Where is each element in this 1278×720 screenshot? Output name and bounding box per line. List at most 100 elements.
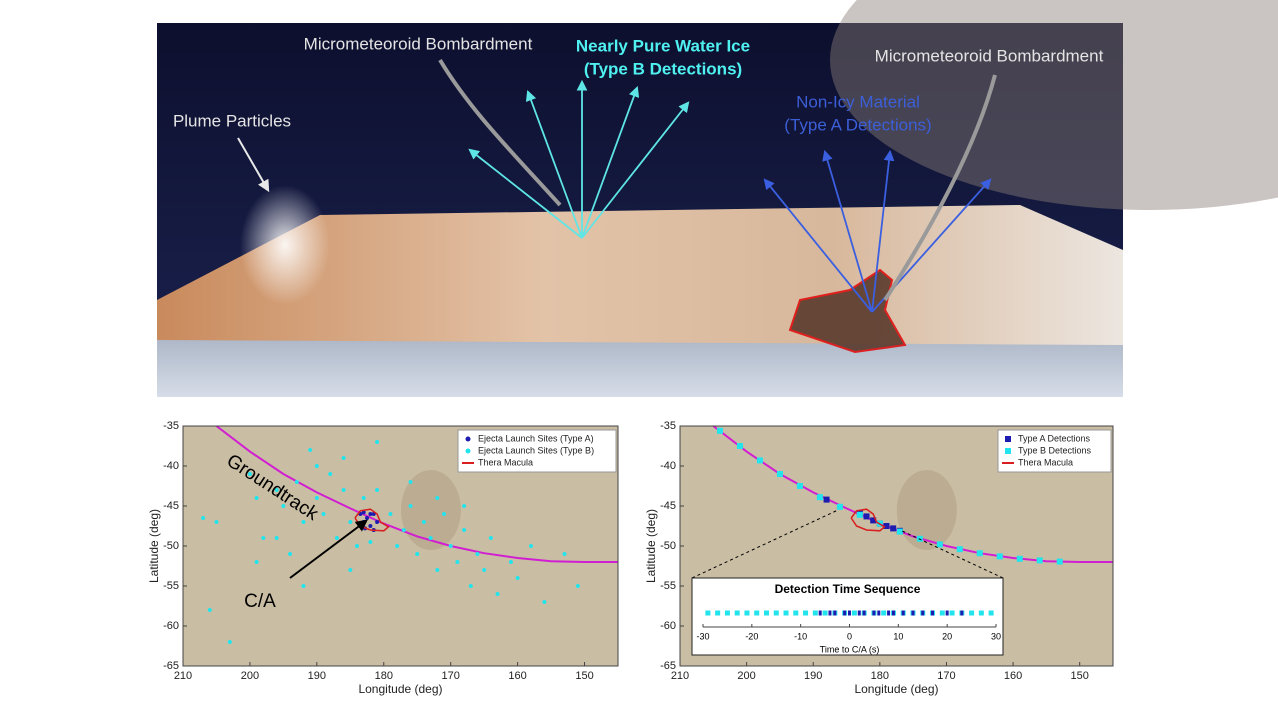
detection: [945, 610, 949, 616]
point: [274, 488, 279, 492]
point: [488, 536, 493, 540]
inset-x-label: Time to C/A (s): [820, 644, 880, 654]
legend-box: [457, 429, 617, 473]
connector: [691, 509, 839, 579]
detection: [848, 610, 851, 616]
detection: [818, 610, 822, 616]
point: [254, 560, 259, 564]
point: [936, 541, 943, 548]
legend-swatch: [1005, 448, 1011, 454]
point: [408, 504, 413, 508]
illustration-label: Non-Icy Material: [796, 92, 920, 111]
point: [756, 457, 763, 464]
plot-area: [712, 426, 1113, 565]
inset-title: Detection Time Sequence: [775, 582, 921, 596]
point: [890, 525, 897, 532]
x-tick-label: 200: [737, 670, 755, 682]
point: [421, 520, 426, 524]
x-tick-label: 180: [871, 670, 889, 682]
point: [308, 448, 313, 452]
map-feature: [400, 470, 461, 550]
point: [863, 513, 870, 520]
point: [415, 552, 420, 556]
detection: [715, 610, 721, 616]
detection: [960, 610, 964, 616]
legend-label: Thera Macula: [1018, 457, 1073, 467]
y-tick-label: -35: [163, 420, 179, 432]
point: [435, 496, 440, 500]
x-tick-label: 210: [174, 670, 192, 682]
legend-label: Ejecta Launch Sites (Type A): [478, 433, 594, 443]
point: [529, 544, 533, 548]
point: [365, 516, 370, 520]
legend-label: Ejecta Launch Sites (Type B): [478, 445, 594, 455]
y-tick-label: -60: [163, 620, 179, 632]
jupiter: [830, 0, 1278, 210]
point: [428, 536, 433, 540]
detection: [931, 610, 935, 616]
x-tick-label: 150: [575, 670, 593, 682]
legend-swatch: [465, 436, 471, 442]
detection: [744, 610, 750, 616]
x-tick-label: 200: [241, 670, 259, 682]
detection: [901, 610, 905, 616]
y-tick-label: -40: [163, 460, 179, 472]
ice-slab: [157, 340, 1123, 397]
illustration: Micrometeoroid Bombardment Nearly Pure W…: [157, 0, 1278, 397]
point: [823, 496, 830, 503]
detection: [877, 610, 881, 616]
detection: [872, 610, 876, 616]
x-tick-label: 150: [1071, 670, 1089, 682]
detection: [862, 610, 866, 616]
detection: [891, 610, 895, 616]
point: [321, 512, 326, 516]
point: [462, 528, 467, 532]
point: [395, 544, 400, 548]
detection: [754, 610, 760, 616]
point: [736, 443, 743, 449]
type-b-arrows: [468, 79, 690, 239]
point: [348, 520, 353, 524]
y-tick-label: -45: [163, 500, 179, 512]
point: [542, 600, 547, 604]
point: [716, 427, 723, 434]
illustration-label: Plume Particles: [173, 111, 291, 130]
y-tick-label: -60: [660, 620, 676, 632]
connector: [899, 529, 1004, 579]
x-tick-label: 170: [442, 670, 460, 682]
point: [482, 568, 487, 572]
point: [1036, 557, 1043, 564]
legend-label: Thera Macula: [478, 457, 533, 467]
annotation: C/A: [244, 591, 276, 612]
point: [575, 584, 580, 588]
detection: [911, 610, 915, 616]
y-tick-label: -35: [660, 420, 676, 432]
point: [896, 528, 903, 535]
detection: [773, 610, 779, 616]
map-feature: [896, 470, 957, 550]
point: [314, 464, 319, 468]
point: [956, 546, 963, 553]
detection: [939, 610, 945, 616]
point: [562, 552, 567, 556]
illustration-label: Micrometeoroid Bombardment: [304, 34, 533, 53]
detection: [705, 610, 711, 616]
detection: [969, 610, 975, 616]
point: [870, 517, 877, 524]
point: [368, 540, 373, 544]
x-tick-label: 210: [671, 670, 689, 682]
illustration-label: (Type B Detections): [584, 59, 742, 78]
detection: [833, 610, 837, 616]
detection: [988, 610, 994, 616]
meteoroid-trail: [883, 74, 997, 302]
x-tick-label: 190: [308, 670, 326, 682]
illustration-label: Nearly Pure Water Ice: [576, 36, 750, 55]
plot-area: [201, 426, 618, 644]
point: [361, 496, 366, 500]
x-tick-label: 170: [937, 670, 955, 682]
detection: [793, 610, 799, 616]
thera-macula-outline: [788, 268, 907, 354]
point: [776, 471, 783, 477]
detection: [857, 610, 861, 616]
